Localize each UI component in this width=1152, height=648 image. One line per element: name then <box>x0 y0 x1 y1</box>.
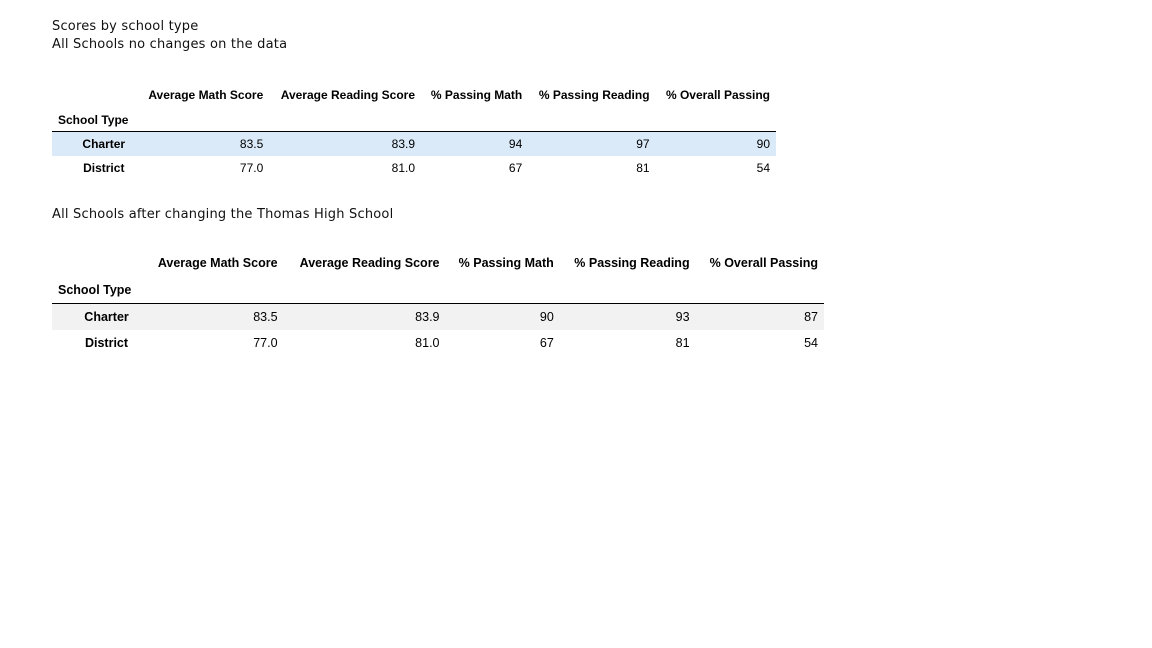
table-cell: 81 <box>636 160 650 175</box>
table-cell: 83.5 <box>239 136 264 151</box>
table-row: Charter 83.5 83.9 94 97 90 <box>52 131 776 156</box>
table-cell: 83.9 <box>415 309 440 324</box>
index-blank-cell <box>559 276 696 304</box>
header-blank <box>52 82 138 108</box>
index-blank-cell <box>421 108 529 132</box>
table-cell: 83.5 <box>253 309 278 324</box>
header-blank <box>52 250 143 276</box>
column-header-avg-math: Average Math Score <box>148 88 264 102</box>
index-name-label: School Type <box>52 108 138 132</box>
table-cell: 90 <box>756 136 770 151</box>
row-label-charter: Charter <box>84 309 129 324</box>
index-blank-cell <box>269 108 422 132</box>
column-header-avg-reading: Average Reading Score <box>299 256 440 270</box>
row-label-district: District <box>84 335 129 350</box>
table-cell: 93 <box>675 309 690 324</box>
column-header-avg-reading: Average Reading Score <box>280 88 416 102</box>
table-cell: 67 <box>508 160 523 175</box>
index-blank-cell <box>655 108 776 132</box>
table-cell: 87 <box>804 309 818 324</box>
table-cell: 94 <box>508 136 523 151</box>
table-cell: 81.0 <box>391 160 416 175</box>
caption-title: Scores by school type <box>52 19 199 34</box>
table-scores-changed: Average Math Score Average Reading Score… <box>52 250 824 356</box>
table-cell: 54 <box>804 335 818 350</box>
table-cell: 83.9 <box>391 136 416 151</box>
index-blank-cell <box>445 276 560 304</box>
column-header-passing-math: % Passing Math <box>458 256 554 270</box>
table-row: Charter 83.5 83.9 90 93 87 <box>52 303 824 330</box>
table-cell: 81.0 <box>415 335 440 350</box>
index-blank-cell <box>143 276 284 304</box>
table-cell: 77.0 <box>239 160 264 175</box>
table-row: District 77.0 81.0 67 81 54 <box>52 156 776 180</box>
column-header-passing-reading: % Passing Reading <box>538 88 650 102</box>
index-blank-cell <box>283 276 446 304</box>
index-blank-cell <box>695 276 824 304</box>
table-row: District 77.0 81.0 67 81 54 <box>52 330 824 356</box>
table-cell: 54 <box>756 160 770 175</box>
column-header-overall-passing: % Overall Passing <box>665 88 770 102</box>
table-cell: 77.0 <box>253 335 278 350</box>
column-header-passing-reading: % Passing Reading <box>574 256 690 270</box>
table-header-row: Average Math Score Average Reading Score… <box>52 250 824 276</box>
row-label-district: District <box>83 160 125 175</box>
caption-changed-data: All Schools after changing the Thomas Hi… <box>52 207 394 222</box>
table-cell: 67 <box>539 335 554 350</box>
table-header-row: Average Math Score Average Reading Score… <box>52 82 776 108</box>
column-header-overall-passing: % Overall Passing <box>709 256 818 270</box>
caption-original-data: All Schools no changes on the data <box>52 37 288 52</box>
index-name-row: School Type <box>52 108 776 132</box>
table-cell: 97 <box>636 136 650 151</box>
index-blank-cell <box>137 108 270 132</box>
index-blank-cell <box>528 108 656 132</box>
index-name-row: School Type <box>52 276 824 304</box>
column-header-avg-math: Average Math Score <box>157 256 278 270</box>
row-label-charter: Charter <box>82 136 126 151</box>
index-name-label: School Type <box>52 276 144 304</box>
table-scores-original: Average Math Score Average Reading Score… <box>52 82 776 180</box>
column-header-passing-math: % Passing Math <box>430 88 523 102</box>
table-cell: 81 <box>675 335 690 350</box>
table-cell: 90 <box>539 309 554 324</box>
